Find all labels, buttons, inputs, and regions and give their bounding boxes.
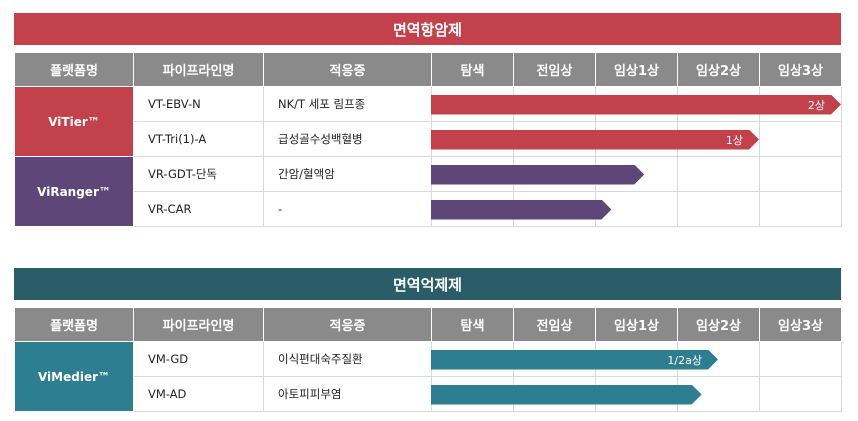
- table-row: ViRanger™ VR-GDT-단독 간암/혈액암: [14, 156, 842, 227]
- header-preclinical: 전임상: [513, 307, 596, 342]
- header-indication: 적응증: [263, 307, 432, 342]
- header-indication: 적응증: [263, 52, 432, 87]
- indication: 급성골수성백혈병: [263, 121, 432, 157]
- section-title: 면역항암제: [14, 13, 841, 45]
- table-row: VR-CAR -: [15, 191, 842, 227]
- progress-bar-vm-ad: [431, 384, 702, 405]
- progress-bar-vm-gd: 1/2a상: [431, 349, 718, 370]
- pipeline-name: VR-GDT-단독: [133, 156, 264, 192]
- platform-vitier: ViTier™: [14, 86, 134, 157]
- indication: 아토피피부염: [263, 376, 432, 412]
- pipeline-name: VT-EBV-N: [133, 86, 264, 122]
- section-title: 면역억제제: [14, 268, 841, 300]
- table-header-row: 플랫폼명 파이프라인명 적응증 탐색 전임상 임상1상 임상2상 임상3상: [14, 52, 842, 87]
- platform-vimedier: ViMedier™: [14, 341, 134, 412]
- header-platform: 플랫폼명: [14, 307, 134, 342]
- pipeline-table: 플랫폼명 파이프라인명 적응증 탐색 전임상 임상1상 임상2상 임상3상 Vi…: [14, 52, 842, 227]
- section-immunosuppressant: 면역억제제 플랫폼명 파이프라인명 적응증 탐색 전임상 임상1상 임상2상 임…: [14, 268, 842, 412]
- header-phase1: 임상1상: [595, 307, 678, 342]
- header-platform: 플랫폼명: [14, 52, 134, 87]
- header-pipeline: 파이프라인명: [133, 307, 264, 342]
- progress-bar-vr-gdt: [431, 164, 645, 185]
- header-preclinical: 전임상: [513, 52, 596, 87]
- progress-bar-vr-car: [431, 199, 612, 220]
- header-phase2: 임상2상: [677, 307, 760, 342]
- header-phase1: 임상1상: [595, 52, 678, 87]
- table-header-row: 플랫폼명 파이프라인명 적응증 탐색 전임상 임상1상 임상2상 임상3상: [14, 307, 842, 342]
- pipeline-name: VM-GD: [133, 341, 264, 377]
- progress-label: 1상: [725, 133, 743, 147]
- header-phase3: 임상3상: [759, 307, 842, 342]
- indication: 간암/혈액암: [263, 156, 432, 192]
- header-pipeline: 파이프라인명: [133, 52, 264, 87]
- indication: NK/T 세포 림프종: [263, 86, 432, 122]
- header-discovery: 탐색: [431, 307, 514, 342]
- progress-bar-vt-tri: 1상: [431, 129, 759, 150]
- progress-label: 1/2a상: [667, 353, 702, 367]
- section-immuno-oncology: 면역항암제 플랫폼명 파이프라인명 적응증 탐색 전임상 임상1상 임상2상 임…: [14, 13, 842, 227]
- pipeline-name: VR-CAR: [133, 191, 264, 227]
- indication: 이식편대숙주질환: [263, 341, 432, 377]
- header-phase2: 임상2상: [677, 52, 760, 87]
- header-discovery: 탐색: [431, 52, 514, 87]
- table-row: VM-AD 아토피피부염: [15, 376, 842, 412]
- header-phase3: 임상3상: [759, 52, 842, 87]
- pipeline-name: VM-AD: [133, 376, 264, 412]
- progress-bar-vt-ebv-n: 2상: [431, 94, 841, 115]
- pipeline-name: VT-Tri(1)-A: [133, 121, 264, 157]
- progress-label: 2상: [807, 98, 825, 112]
- platform-viranger: ViRanger™: [14, 156, 134, 227]
- pipeline-table: 플랫폼명 파이프라인명 적응증 탐색 전임상 임상1상 임상2상 임상3상 Vi…: [14, 307, 842, 412]
- table-row: ViMedier™ VM-GD 이식편대숙주질환: [14, 341, 842, 412]
- indication: -: [263, 191, 432, 227]
